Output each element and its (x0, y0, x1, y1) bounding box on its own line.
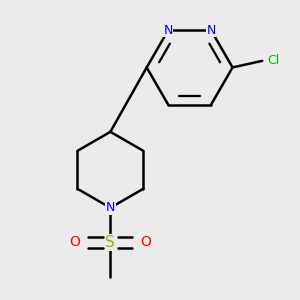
Text: S: S (106, 235, 115, 250)
Text: N: N (206, 24, 216, 37)
Text: O: O (70, 236, 80, 250)
Text: N: N (164, 24, 173, 37)
Text: O: O (140, 236, 151, 250)
Text: Cl: Cl (268, 54, 280, 67)
Text: N: N (106, 201, 115, 214)
